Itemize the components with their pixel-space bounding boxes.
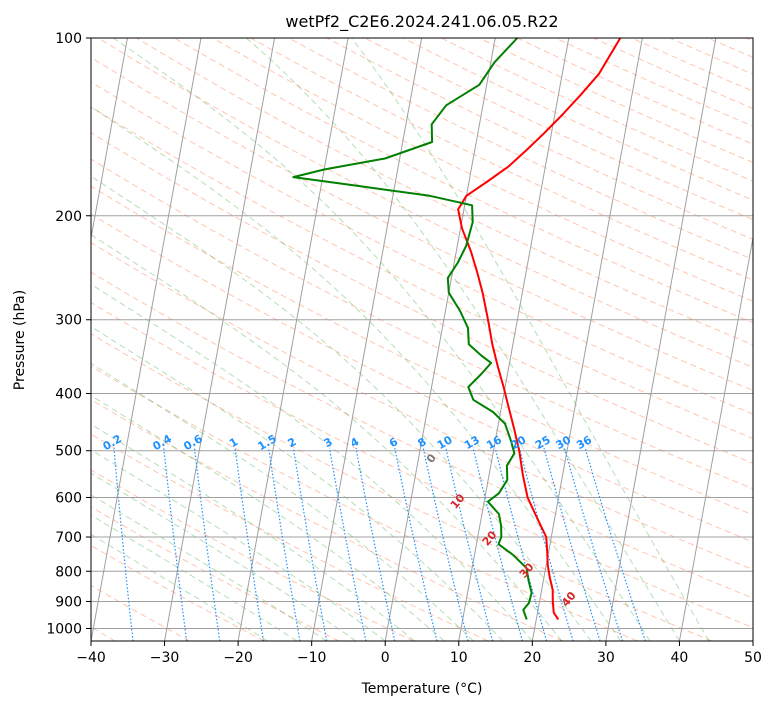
moist-adiabat-line [91, 362, 474, 641]
moist-adiabat-line [91, 472, 357, 641]
dry-adiabat-line [91, 433, 489, 641]
isotherm-line [531, 38, 643, 641]
x-axis-label: Temperature (°C) [361, 681, 483, 697]
isotherm-line [311, 38, 423, 641]
y-tick-label: 900 [55, 594, 82, 610]
dry-adiabat-line [91, 213, 753, 543]
dry-adiabat-line [91, 398, 563, 641]
mixing-ratio-line [422, 448, 469, 641]
isotherm-line [91, 38, 128, 241]
y-tick-label: 1000 [46, 621, 82, 637]
mixing-ratio-line [234, 448, 265, 641]
moist-adiabat-line [112, 38, 651, 641]
plot-frame [90, 37, 754, 642]
dry-adiabat-line [91, 106, 753, 439]
moist-adiabat-line [91, 533, 268, 641]
series-temperature [457, 38, 622, 620]
moist-adiabat-line [91, 106, 622, 641]
x-tick-label: 0 [381, 650, 390, 666]
x-tick-label: 10 [450, 650, 468, 666]
y-tick-label: 500 [55, 444, 82, 460]
x-tick-label: −40 [76, 650, 106, 666]
isotherm-line [384, 38, 496, 641]
mixing-ratio-line [445, 448, 494, 641]
mixing-ratio-line [494, 448, 548, 641]
series-dewpoint [292, 38, 533, 620]
isotherms [91, 38, 753, 641]
y-tick-label: 200 [55, 209, 82, 225]
dry-adiabat-line [136, 38, 753, 346]
x-tick-label: 50 [744, 650, 762, 666]
mixing-ratio-line [394, 448, 438, 641]
y-axis-label: Pressure (hPa) [12, 290, 28, 390]
moist-adiabat-line [91, 234, 563, 641]
y-tick-label: 400 [55, 387, 82, 403]
x-tick-label: 20 [523, 650, 541, 666]
isotherm-line [605, 38, 717, 641]
y-tick-label: 100 [55, 31, 82, 47]
x-tick-label: −10 [297, 650, 327, 666]
x-tick-label: 40 [671, 650, 689, 666]
dry-adiabat-line [91, 333, 712, 641]
mixing-ratio-line [268, 448, 301, 641]
moist-adiabats [91, 38, 710, 641]
moist-adiabat-line [351, 38, 710, 641]
x-tick-label: −30 [150, 650, 180, 666]
mixing-ratio-line [292, 448, 328, 641]
y-tick-label: 700 [55, 530, 82, 546]
dry-adiabat-line [212, 38, 753, 302]
axes: −40 −30 −20 −10 0 10 20 30 40 50 100 200 300 400 500 60… [46, 31, 762, 666]
isotherm-line [91, 38, 202, 641]
isotherm-line [458, 38, 570, 641]
y-tick-label: 600 [55, 490, 82, 506]
x-tick-label: −20 [223, 650, 253, 666]
dry-adiabat-line [91, 185, 753, 516]
y-tick-label: 800 [55, 564, 82, 580]
mixing-ratio-line [584, 448, 646, 641]
isotherm-line [164, 38, 276, 641]
moist-adiabat-line [91, 175, 592, 641]
mixing-ratio-line [563, 448, 624, 641]
mixing-ratio-line [518, 448, 574, 641]
x-tick-label: 30 [597, 650, 615, 666]
mixing-ratio-line [472, 448, 524, 641]
dry-adiabat-line [91, 365, 638, 641]
moist-adiabat-line [91, 326, 504, 641]
isotherm-line [678, 234, 753, 641]
dry-adiabat-line [97, 38, 753, 368]
mixing-ratio-line [328, 448, 367, 641]
moist-adiabat-line [91, 394, 445, 641]
plot-area: 0.10.20.40.611.52346810131620253036-100-… [91, 38, 753, 641]
dry-adiabat-line [91, 81, 753, 415]
moist-adiabat-line [91, 449, 386, 641]
dry-adiabat-line [91, 301, 753, 629]
sounding-profiles [292, 38, 622, 620]
mixing-ratio-line [543, 448, 601, 641]
y-tick-label: 300 [55, 313, 82, 329]
mixing-ratio-line [355, 448, 396, 641]
moist-adiabat-line [245, 38, 680, 641]
chart-title: wetPf2_C2E6.2024.241.06.05.R22 [285, 12, 558, 32]
isotherm-line [237, 38, 349, 641]
mixing-ratio-lines [113, 448, 646, 641]
isobars [91, 38, 753, 629]
